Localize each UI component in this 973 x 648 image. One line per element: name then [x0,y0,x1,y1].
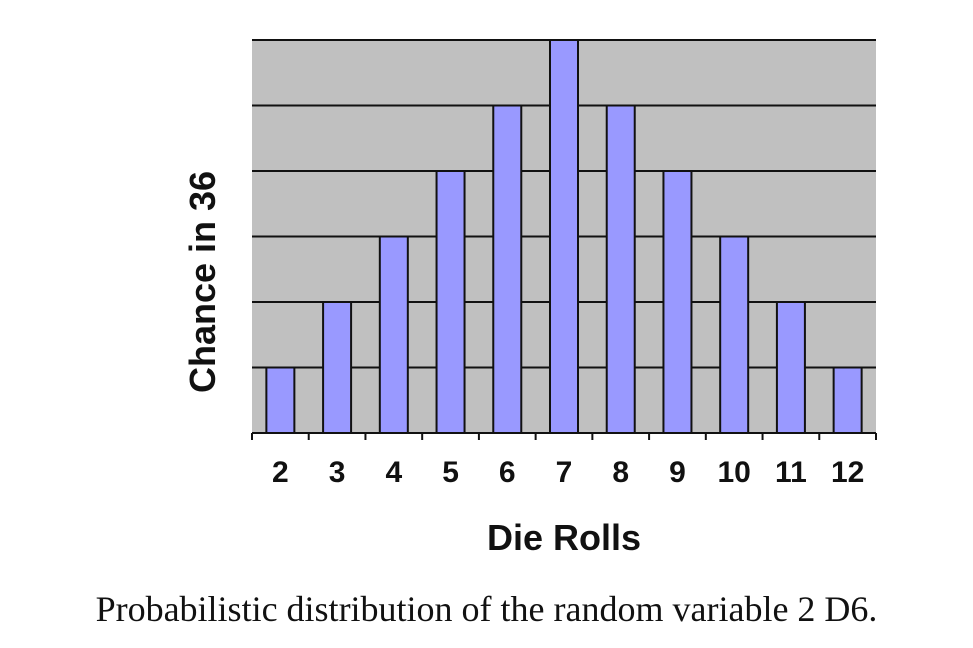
x-tick-label: 5 [442,456,459,489]
x-tick-label: 7 [556,456,573,489]
bar-4 [378,235,409,434]
y-axis-title: Chance in 36 [182,171,223,393]
x-tick-label: 12 [831,456,864,489]
bar-5 [435,170,466,434]
bars [265,39,863,434]
x-tick-label: 8 [612,456,629,489]
figure-caption: Probabilistic distribution of the random… [95,589,878,629]
bar-10 [719,235,750,434]
x-tick-label: 10 [717,456,750,489]
x-tick-label: 4 [385,456,402,489]
bar-3 [322,301,353,434]
bar-8 [605,104,636,434]
bar-7 [549,39,579,434]
x-axis-title: Die Rolls [487,517,641,558]
bar-6 [492,104,523,434]
x-tick-label: 2 [272,456,289,489]
bar-9 [662,170,693,434]
x-tick-label: 11 [775,456,807,489]
bar-2 [265,366,296,434]
bar-11 [775,301,806,434]
x-tick-label: 6 [499,456,516,489]
x-axis [251,432,877,440]
x-tick-label: 3 [329,456,346,489]
bar-12 [832,366,863,434]
x-tick-labels: 2 3 4 5 6 7 8 9 10 11 12 [272,456,864,489]
x-tick-label: 9 [669,456,686,489]
